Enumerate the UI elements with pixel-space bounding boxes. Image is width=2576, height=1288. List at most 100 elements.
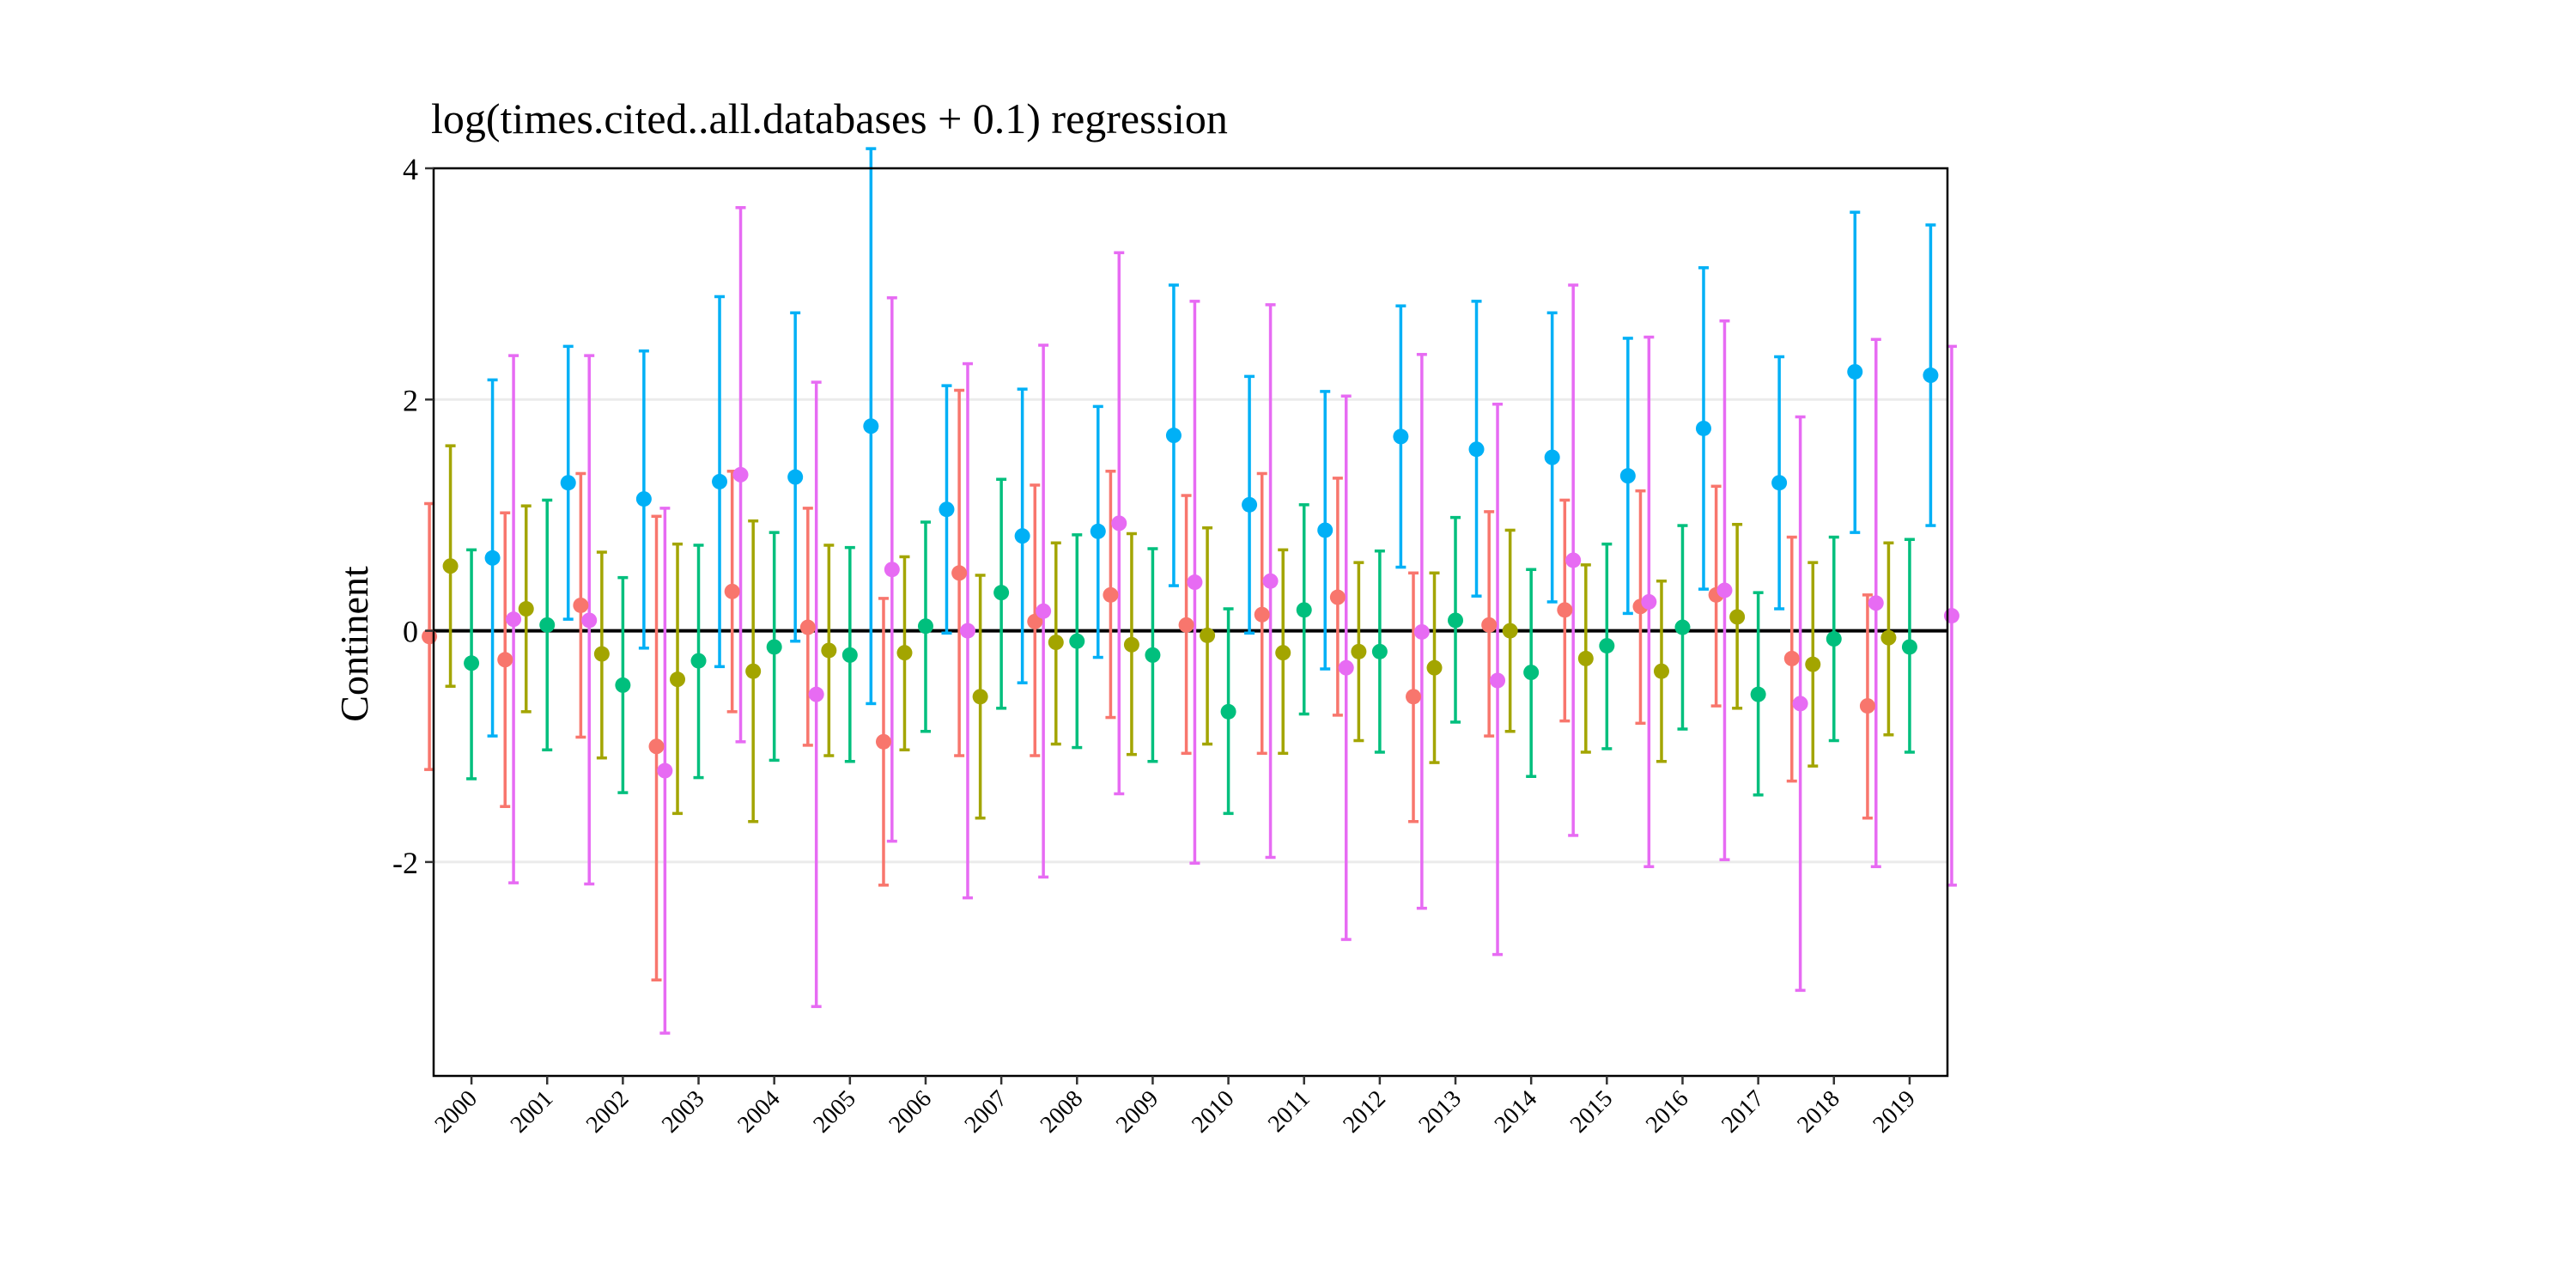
estimate-point xyxy=(1847,363,1863,380)
estimate-point xyxy=(1069,633,1085,649)
estimate-point xyxy=(1490,672,1506,689)
estimate-point xyxy=(1242,496,1258,513)
estimate-point xyxy=(1826,631,1842,647)
estimate-point xyxy=(1275,645,1291,661)
estimate-point xyxy=(808,686,824,702)
x-tick-label: 2018 xyxy=(1792,1085,1845,1139)
estimate-point xyxy=(1165,428,1182,444)
x-tick-label: 2001 xyxy=(506,1085,559,1139)
estimate-point xyxy=(1943,608,1959,624)
y-axis: -2 0 2 4 xyxy=(392,152,434,880)
estimate-point xyxy=(484,550,501,566)
estimate-point xyxy=(1145,647,1161,663)
estimate-point xyxy=(1750,686,1766,702)
estimate-point xyxy=(1880,629,1897,646)
estimate-point xyxy=(648,738,665,755)
estimate-point xyxy=(939,501,955,518)
estimate-points xyxy=(422,363,1959,779)
estimate-point xyxy=(712,473,728,489)
estimate-point xyxy=(1868,595,1884,611)
estimate-point xyxy=(951,565,968,581)
estimate-point xyxy=(1329,589,1346,605)
estimate-point xyxy=(766,639,782,655)
estimate-point xyxy=(1481,617,1498,633)
estimate-point xyxy=(690,653,707,669)
estimate-point xyxy=(1262,573,1279,589)
estimate-point xyxy=(1695,420,1711,436)
estimate-point xyxy=(635,491,652,507)
x-tick-label: 2007 xyxy=(960,1085,1013,1139)
estimate-point xyxy=(1036,603,1052,619)
estimate-point xyxy=(518,601,534,617)
plot-panel-border xyxy=(432,167,1949,1078)
x-tick-label: 2008 xyxy=(1036,1085,1089,1139)
x-tick-label: 2012 xyxy=(1338,1085,1391,1139)
estimate-point xyxy=(1338,659,1354,676)
estimate-point xyxy=(1653,663,1669,679)
estimate-point xyxy=(917,618,933,635)
estimate-point xyxy=(1048,635,1064,651)
estimate-point xyxy=(863,418,879,434)
estimate-point xyxy=(1014,528,1030,544)
x-tick-label: 2003 xyxy=(657,1085,710,1139)
estimate-point xyxy=(1729,609,1746,625)
estimate-point xyxy=(799,619,816,635)
estimate-point xyxy=(1254,606,1270,623)
x-tick-label: 2019 xyxy=(1868,1085,1921,1139)
estimate-point xyxy=(959,623,975,639)
x-tick-label: 2016 xyxy=(1641,1085,1694,1139)
estimate-point xyxy=(1599,638,1615,654)
estimate-point xyxy=(593,646,610,662)
estimate-point xyxy=(464,655,480,671)
x-tick-label: 2015 xyxy=(1565,1085,1619,1139)
x-tick-label: 2006 xyxy=(884,1085,937,1139)
estimate-point xyxy=(1448,612,1464,629)
estimate-point xyxy=(1111,515,1127,532)
estimate-point xyxy=(875,733,891,750)
estimate-point xyxy=(1351,643,1367,659)
estimate-point xyxy=(560,475,576,491)
estimate-point xyxy=(1923,368,1939,384)
estimate-point xyxy=(1103,586,1119,603)
estimate-point xyxy=(821,642,837,659)
y-tick-label: 2 xyxy=(403,383,418,417)
estimate-point xyxy=(745,663,762,679)
x-tick-label: 2009 xyxy=(1111,1085,1164,1139)
estimate-point xyxy=(1544,449,1560,465)
estimate-point xyxy=(539,617,556,633)
estimate-point xyxy=(573,597,589,613)
x-tick-label: 2014 xyxy=(1490,1085,1543,1139)
estimate-point xyxy=(1792,696,1808,712)
estimate-point xyxy=(884,562,900,578)
estimate-point xyxy=(657,762,673,779)
estimate-point xyxy=(506,611,522,628)
estimate-point xyxy=(1859,698,1875,714)
estimate-point xyxy=(1502,623,1518,639)
estimate-point xyxy=(497,652,513,668)
estimate-point xyxy=(787,469,804,485)
estimate-point xyxy=(1296,602,1312,618)
x-tick-label: 2010 xyxy=(1187,1085,1240,1139)
x-tick-label: 2013 xyxy=(1413,1085,1467,1139)
estimate-point xyxy=(732,466,749,483)
estimate-point xyxy=(1393,428,1409,445)
estimate-point xyxy=(724,583,740,599)
estimate-point xyxy=(1027,613,1043,629)
estimate-point xyxy=(1317,522,1334,538)
estimate-point xyxy=(1178,617,1194,633)
estimate-point xyxy=(972,689,988,705)
chart-title: log(times.cited..all.databases + 0.1) re… xyxy=(431,94,1228,143)
estimate-point xyxy=(1220,703,1236,720)
estimate-point xyxy=(581,612,598,629)
estimate-point xyxy=(1901,639,1917,655)
estimate-point xyxy=(1641,593,1657,610)
estimate-point xyxy=(1187,574,1203,591)
estimate-point xyxy=(1565,552,1582,568)
x-tick-label: 2017 xyxy=(1716,1085,1770,1139)
estimate-point xyxy=(1200,627,1216,643)
estimate-point xyxy=(993,585,1010,601)
estimate-point xyxy=(1783,650,1800,666)
y-tick-label: 0 xyxy=(403,615,418,649)
estimate-point xyxy=(1619,468,1636,484)
